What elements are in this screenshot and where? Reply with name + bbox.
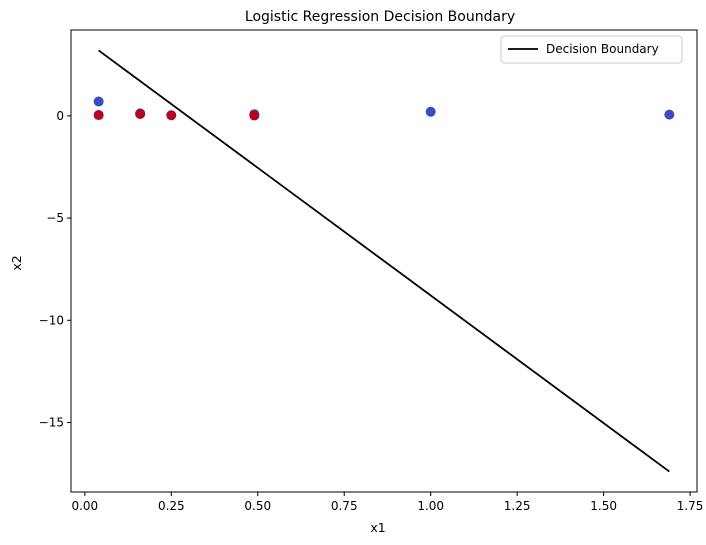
- scatter-point-8: [664, 109, 675, 120]
- legend-label-decision-boundary: Decision Boundary: [546, 42, 659, 56]
- chart-title: Logistic Regression Decision Boundary: [245, 9, 515, 25]
- y-tick-label-0: −15: [39, 415, 64, 429]
- scatter-point-4: [166, 110, 177, 121]
- x-tick-label-2: 0.50: [244, 499, 271, 513]
- plot-frame: [70, 29, 698, 493]
- x-tick-label-0: 0.00: [71, 499, 98, 513]
- plot-marks: [93, 49, 675, 473]
- scatter-point-0: [93, 96, 104, 107]
- x-tick-label-7: 1.75: [677, 499, 704, 513]
- x-tick-label-5: 1.25: [504, 499, 531, 513]
- y-tick-label-3: 0: [56, 109, 64, 123]
- x-axis: 0.00 0.25 0.50 0.75 1.00 1.25 1.50 1.75: [71, 492, 703, 513]
- decision-boundary-line: [98, 49, 670, 473]
- y-tick-label-1: −10: [39, 313, 64, 327]
- scatter-point-3: [135, 109, 146, 120]
- y-axis: −15 −10 −5 0: [39, 109, 71, 429]
- legend: Decision Boundary: [500, 35, 683, 64]
- y-tick-label-2: −5: [46, 211, 64, 225]
- x-tick-label-6: 1.50: [590, 499, 617, 513]
- scatter-point-6: [249, 110, 260, 121]
- y-axis-label: x2: [9, 255, 24, 270]
- x-axis-label: x1: [370, 520, 385, 535]
- x-tick-label-3: 0.75: [331, 499, 358, 513]
- scatter-point-1: [93, 110, 104, 121]
- x-tick-label-1: 0.25: [158, 499, 185, 513]
- scatter-point-7: [425, 106, 436, 117]
- legend-box: [500, 35, 683, 64]
- x-tick-label-4: 1.00: [417, 499, 444, 513]
